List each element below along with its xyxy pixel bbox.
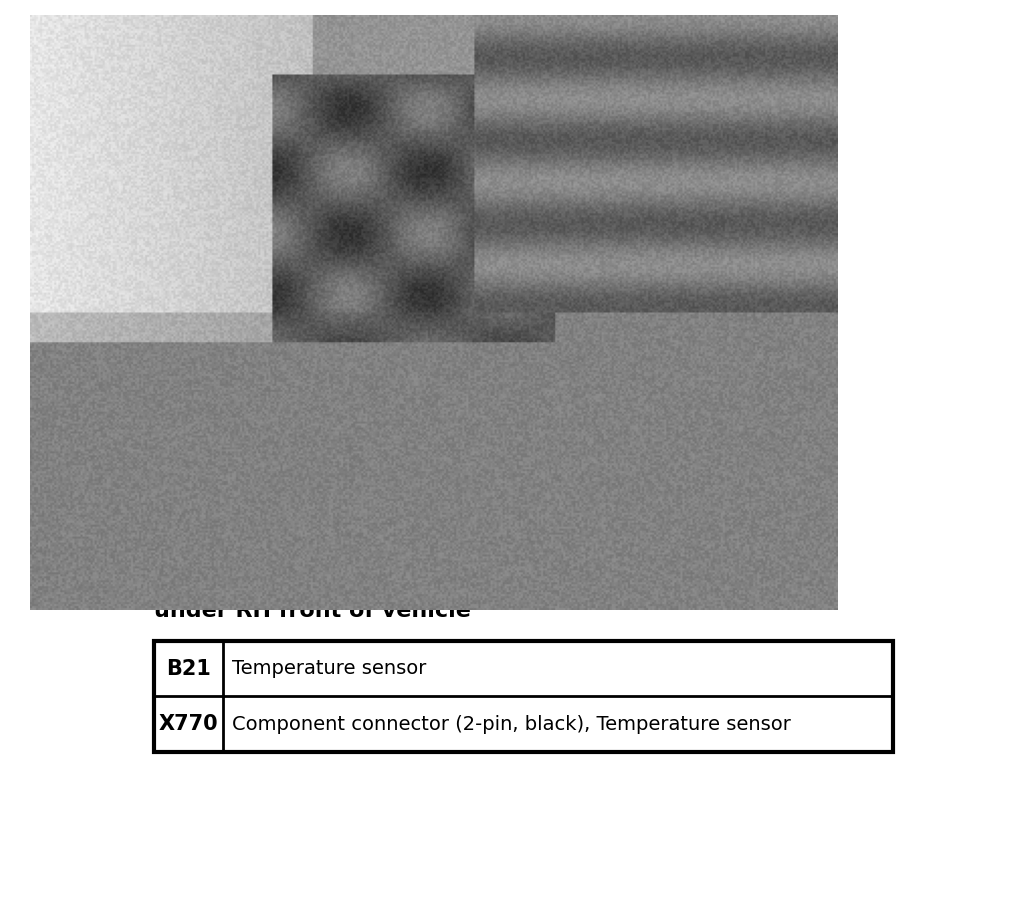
Bar (154, 641, 893, 751)
Text: X770: X770 (159, 714, 218, 734)
Text: X770: X770 (208, 156, 291, 184)
Text: Temperature sensor: Temperature sensor (232, 659, 427, 678)
Bar (154, 121, 776, 579)
Bar (154, 121, 776, 579)
Text: B21: B21 (600, 293, 663, 320)
Text: Component connector (2-pin, black), Temperature sensor: Component connector (2-pin, black), Temp… (232, 715, 792, 733)
Text: under RH front of vehicle: under RH front of vehicle (154, 601, 471, 621)
Text: B21: B21 (166, 658, 211, 678)
Text: 162103: 162103 (717, 551, 785, 569)
